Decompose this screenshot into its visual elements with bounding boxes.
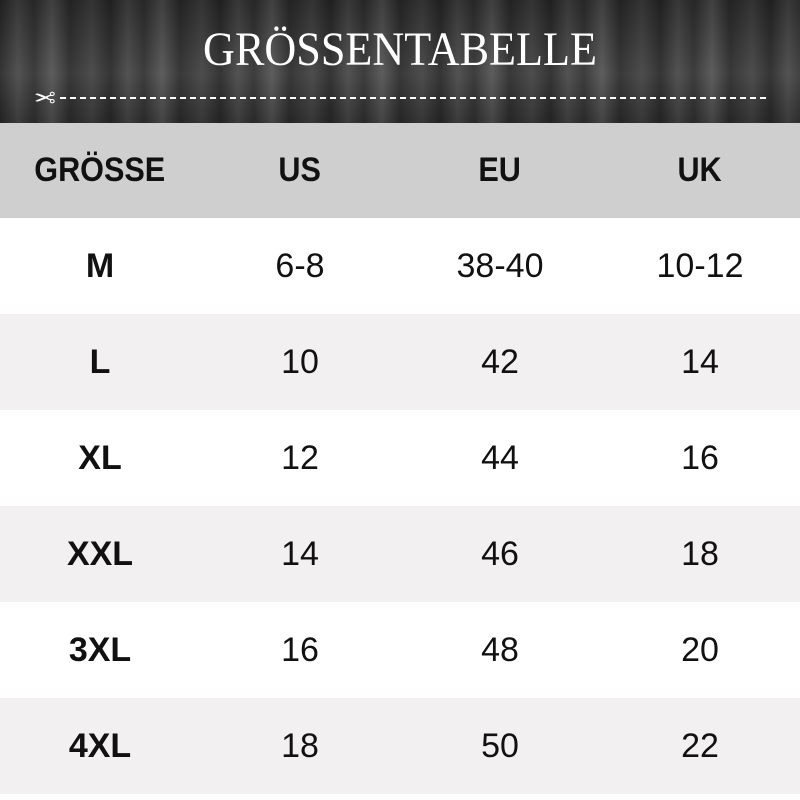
cell-size: M <box>85 246 115 285</box>
cell-uk: 18 <box>681 534 719 573</box>
header-size: GRÖSSE <box>0 123 200 218</box>
header-row: GRÖSSE US EU UK <box>0 123 800 218</box>
header-label: EU <box>478 151 522 189</box>
cell-eu: 44 <box>481 438 519 477</box>
cell-us: 16 <box>281 630 319 669</box>
header-label: UK <box>677 151 723 189</box>
header-us: US <box>200 123 400 218</box>
cell-us: 12 <box>281 438 319 477</box>
cell-size: XL <box>78 438 122 477</box>
header-uk: UK <box>600 123 800 218</box>
cell-us: 18 <box>281 726 319 765</box>
table-row: 3XL 16 48 20 <box>0 602 800 698</box>
cell-uk: 22 <box>681 726 719 765</box>
header-label: US <box>278 151 322 189</box>
cell-eu: 50 <box>481 726 519 765</box>
cell-us: 10 <box>281 342 319 381</box>
table-row: M 6-8 38-40 10-12 <box>0 218 800 314</box>
cell-eu: 38-40 <box>456 246 544 285</box>
cell-eu: 46 <box>481 534 519 573</box>
cell-uk: 14 <box>681 342 719 381</box>
dashed-line <box>59 97 766 99</box>
title-banner: GRÖSSENTABELLE ✂ <box>0 0 800 123</box>
page-title: GRÖSSENTABELLE <box>203 23 597 76</box>
size-table: GRÖSSE US EU UK M 6-8 38-40 10-12 L 10 42 14 XL 1… <box>0 123 800 794</box>
cell-size: 3XL <box>68 630 132 669</box>
cell-us: 6-8 <box>275 246 325 285</box>
cell-size: 4XL <box>68 726 132 765</box>
table-row: XXL 14 46 18 <box>0 506 800 602</box>
cell-size: XXL <box>66 534 134 573</box>
header-eu: EU <box>400 123 600 218</box>
table-row: L 10 42 14 <box>0 314 800 410</box>
cell-size: L <box>89 342 111 381</box>
cut-line: ✂ <box>34 83 766 113</box>
cell-uk: 10-12 <box>656 246 744 285</box>
header-label: GRÖSSE <box>34 151 166 189</box>
cell-uk: 20 <box>681 630 719 669</box>
table-row: XL 12 44 16 <box>0 410 800 506</box>
cell-eu: 42 <box>481 342 519 381</box>
cell-eu: 48 <box>481 630 519 669</box>
table-row: 4XL 18 50 22 <box>0 698 800 794</box>
cell-uk: 16 <box>681 438 719 477</box>
cell-us: 14 <box>281 534 319 573</box>
scissors-icon: ✂ <box>34 83 56 113</box>
